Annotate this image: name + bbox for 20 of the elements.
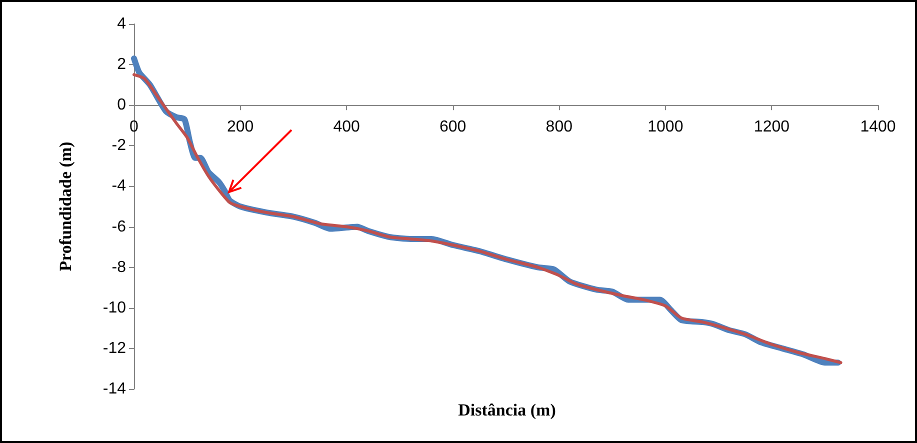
y-tick-label: -6 <box>112 218 126 236</box>
y-tick-label: -14 <box>102 380 126 398</box>
x-tick-label: 800 <box>546 118 573 136</box>
y-tick-label: 2 <box>117 56 126 74</box>
y-tick-label: -4 <box>112 178 126 195</box>
x-tick-label: 1000 <box>648 118 684 136</box>
y-tick-label: -10 <box>102 299 126 316</box>
x-tick-label: 0 <box>130 118 139 136</box>
y-tick-label: -8 <box>112 258 126 276</box>
y-tick-label: -12 <box>102 340 126 357</box>
x-axis-title: Distância (m) <box>458 400 556 420</box>
x-tick-label: 1400 <box>860 118 896 136</box>
x-tick-label: 1200 <box>754 118 790 136</box>
y-axis-title: Profundidade (m) <box>56 142 75 272</box>
x-tick-label: 600 <box>440 118 466 136</box>
y-tick-label: 0 <box>117 96 126 114</box>
y-tick-label: -2 <box>112 137 126 154</box>
x-tick-label: 200 <box>226 118 254 136</box>
x-tick-label: 400 <box>333 118 360 136</box>
y-tick-label: 4 <box>117 16 126 32</box>
